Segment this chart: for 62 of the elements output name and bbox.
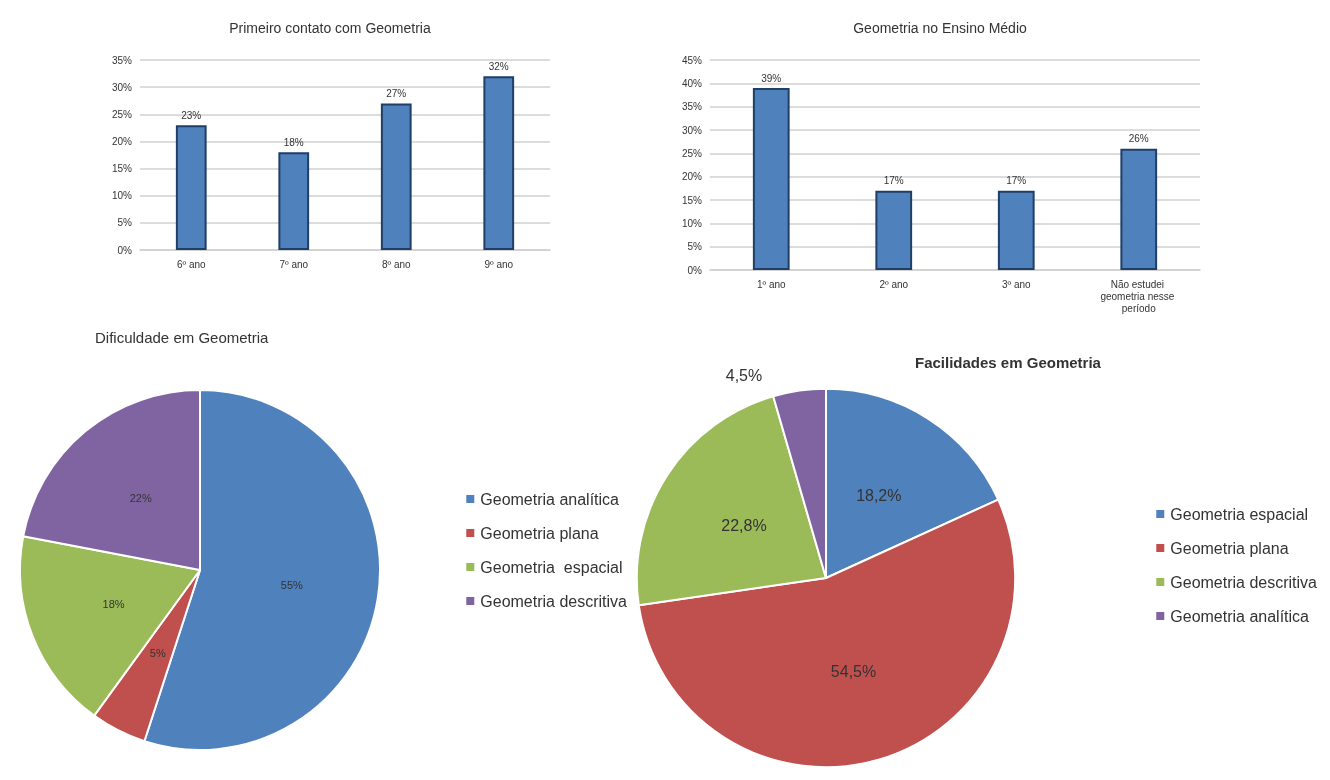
legend-label: Geometria analítica bbox=[1170, 607, 1310, 625]
data-label: 22,8% bbox=[721, 516, 767, 534]
legend-label: Geometria espacial bbox=[480, 558, 623, 576]
y-tick-label: 10% bbox=[681, 217, 703, 229]
bar bbox=[175, 125, 207, 250]
bar bbox=[1120, 148, 1158, 270]
y-tick-label: 15% bbox=[111, 163, 133, 175]
y-tick-label: 20% bbox=[111, 135, 133, 147]
bar bbox=[483, 76, 515, 250]
x-tick-label: 7º ano bbox=[279, 258, 309, 270]
x-tick-label: 1º ano bbox=[756, 278, 787, 290]
legend-label: Geometria descritiva bbox=[480, 592, 628, 610]
legend-label: Geometria plana bbox=[1170, 539, 1289, 557]
x-tick-label: Não estudei geometria nesse período bbox=[1100, 278, 1178, 314]
x-tick-label: 9º ano bbox=[484, 258, 514, 270]
data-label: 32% bbox=[488, 60, 509, 72]
y-tick-label: 35% bbox=[681, 101, 703, 113]
legend-label: Geometria descritiva bbox=[1170, 573, 1318, 591]
bar bbox=[997, 190, 1035, 270]
y-tick-label: 0% bbox=[117, 244, 133, 256]
legend-label: Geometria espacial bbox=[1170, 505, 1309, 523]
y-tick-label: 10% bbox=[111, 190, 133, 202]
data-label: 23% bbox=[181, 109, 202, 121]
data-label: 17% bbox=[1006, 175, 1027, 187]
chart-title: Primeiro contato com Geometria bbox=[229, 20, 431, 36]
bar bbox=[380, 103, 412, 250]
data-label: 27% bbox=[386, 87, 407, 99]
y-tick-label: 30% bbox=[681, 124, 703, 136]
y-tick-label: 25% bbox=[681, 147, 703, 159]
data-label: 39% bbox=[761, 72, 782, 84]
y-tick-label: 30% bbox=[111, 81, 133, 93]
legend-label: Geometria plana bbox=[480, 524, 599, 542]
data-label: 5% bbox=[149, 646, 166, 659]
data-label: 4,5% bbox=[725, 367, 763, 385]
y-tick-label: 40% bbox=[681, 77, 703, 89]
legend-label: Geometria analítica bbox=[480, 490, 620, 508]
x-tick-label: 2º ano bbox=[879, 278, 909, 290]
data-label: 55% bbox=[280, 578, 304, 591]
y-tick-label: 45% bbox=[681, 54, 703, 66]
y-tick-label: 5% bbox=[687, 241, 703, 253]
x-tick-label: 8º ano bbox=[381, 258, 412, 270]
bar bbox=[752, 88, 790, 270]
chart-title: Facilidades em Geometria bbox=[915, 354, 1102, 371]
y-tick-label: 15% bbox=[681, 194, 703, 206]
y-tick-label: 35% bbox=[111, 54, 133, 66]
y-tick-label: 25% bbox=[111, 108, 133, 120]
data-label: 18% bbox=[102, 598, 125, 611]
data-label: 22% bbox=[129, 492, 152, 505]
bar bbox=[875, 190, 913, 270]
data-label: 18,2% bbox=[856, 487, 902, 505]
bar bbox=[278, 152, 310, 250]
data-label: 54,5% bbox=[830, 663, 877, 681]
data-label: 17% bbox=[883, 175, 904, 187]
data-label: 26% bbox=[1128, 133, 1149, 145]
y-tick-label: 0% bbox=[687, 264, 703, 276]
chart-title: Dificuldade em Geometria bbox=[95, 329, 270, 346]
chart-title: Geometria no Ensino Médio bbox=[853, 20, 1027, 36]
y-tick-label: 20% bbox=[681, 171, 703, 183]
x-tick-label: 6º ano bbox=[176, 258, 207, 270]
y-tick-label: 5% bbox=[117, 217, 133, 229]
x-tick-label: 3º ano bbox=[1001, 278, 1032, 290]
data-label: 18% bbox=[283, 136, 304, 148]
